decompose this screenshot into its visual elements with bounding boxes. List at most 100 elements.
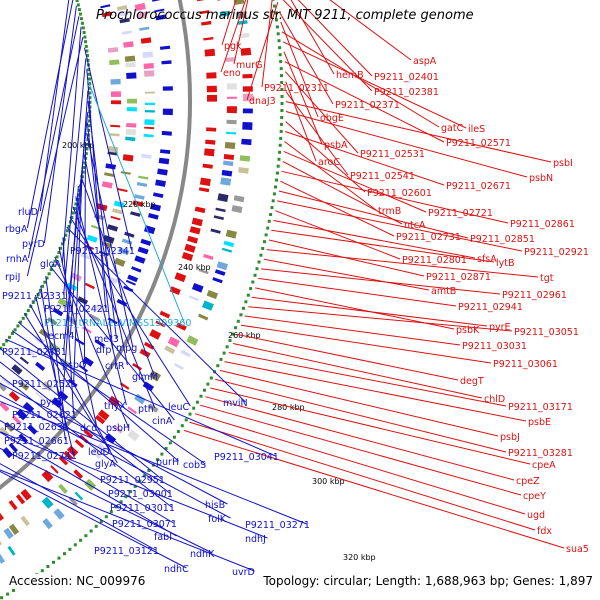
reverse-gene-label-6[interactable]: P9211_02341 bbox=[70, 246, 135, 257]
forward-gene-label-19[interactable]: psbN bbox=[529, 173, 553, 184]
forward-gene-label-29[interactable]: P9211_02801 bbox=[402, 255, 467, 266]
forward-gene-label-25[interactable]: P9211_02861 bbox=[510, 219, 575, 230]
forward-gene-label-7[interactable]: P9211_02381 bbox=[374, 87, 439, 98]
forward-gene-label-9[interactable]: P9211_02371 bbox=[335, 100, 400, 111]
forward-gene-label-40[interactable]: P9211_03031 bbox=[462, 341, 527, 352]
reverse-gene-label-22[interactable]: leuC bbox=[168, 402, 190, 413]
forward-gene-label-28[interactable]: P9211_02921 bbox=[524, 247, 589, 258]
forward-gene-label-32[interactable]: P9211_02871 bbox=[426, 272, 491, 283]
forward-gene-label-1[interactable]: murG bbox=[236, 60, 263, 71]
forward-gene-label-22[interactable]: trmB bbox=[378, 206, 401, 217]
forward-gene-label-30[interactable]: sfsA bbox=[477, 254, 497, 265]
reverse-gene-label-4[interactable]: gloA bbox=[40, 259, 61, 270]
rna-gene-label-9[interactable]: P9211_tRNALeuVIMSS1309360 bbox=[44, 318, 191, 329]
reverse-gene-label-47[interactable]: ndhC bbox=[164, 564, 189, 575]
forward-gene-label-12[interactable]: ileS bbox=[468, 124, 485, 135]
reverse-gene-label-12[interactable]: P9211_02481 bbox=[2, 347, 67, 358]
forward-gene-label-50[interactable]: cpeY bbox=[523, 491, 546, 502]
reverse-gene-label-18[interactable]: glmM bbox=[132, 372, 158, 383]
reverse-gene-label-24[interactable]: P9211_02621 bbox=[12, 410, 77, 421]
forward-gene-label-51[interactable]: ugd bbox=[527, 510, 545, 521]
forward-gene-label-0[interactable]: pgk bbox=[224, 41, 242, 52]
reverse-gene-label-27[interactable]: cinA bbox=[152, 416, 173, 427]
reverse-gene-label-23[interactable]: mviN bbox=[223, 398, 248, 409]
reverse-gene-label-40[interactable]: folK bbox=[208, 514, 227, 525]
reverse-gene-label-39[interactable]: hisB bbox=[205, 500, 225, 511]
reverse-gene-label-25[interactable]: dcd bbox=[80, 423, 97, 434]
reverse-gene-label-46[interactable]: P9211_03121 bbox=[94, 546, 159, 557]
reverse-gene-label-11[interactable]: met3 bbox=[94, 334, 119, 345]
reverse-gene-label-34[interactable]: cobS bbox=[183, 460, 206, 471]
reverse-gene-label-45[interactable]: ndhK bbox=[190, 549, 215, 560]
reverse-gene-label-26[interactable]: psbH bbox=[106, 423, 130, 434]
reverse-gene-label-35[interactable]: P9211_03041 bbox=[214, 452, 279, 463]
forward-gene-label-39[interactable]: P9211_03051 bbox=[514, 327, 579, 338]
reverse-gene-label-32[interactable]: glyA bbox=[95, 459, 116, 470]
forward-gene-label-17[interactable]: P9211_02541 bbox=[350, 171, 415, 182]
reverse-gene-label-44[interactable]: ndhJ bbox=[245, 534, 266, 545]
forward-gene-label-11[interactable]: gatC bbox=[441, 123, 464, 134]
forward-gene-label-18[interactable]: psbI bbox=[553, 158, 573, 169]
forward-gene-label-4[interactable]: hemB bbox=[336, 70, 364, 81]
forward-gene-label-49[interactable]: cpeZ bbox=[516, 476, 540, 487]
forward-gene-label-2[interactable]: eno bbox=[223, 68, 241, 79]
forward-gene-label-41[interactable]: P9211_03061 bbox=[493, 359, 558, 370]
reverse-gene-label-33[interactable]: purH bbox=[156, 457, 179, 468]
reverse-gene-label-1[interactable]: rbgA bbox=[5, 224, 28, 235]
reverse-gene-label-37[interactable]: P9211_03001 bbox=[108, 489, 173, 500]
reverse-gene-label-21[interactable]: pth bbox=[138, 404, 154, 415]
reverse-gene-label-3[interactable]: rnhA bbox=[6, 254, 29, 265]
reverse-gene-label-42[interactable]: P9211_03071 bbox=[112, 519, 177, 530]
forward-gene-label-10[interactable]: obgE bbox=[320, 113, 344, 124]
forward-gene-label-5[interactable]: P9211_02401 bbox=[374, 72, 439, 83]
forward-gene-label-24[interactable]: ntcA bbox=[404, 220, 426, 231]
forward-gene-label-42[interactable]: degT bbox=[460, 376, 484, 387]
reverse-gene-label-43[interactable]: fabI bbox=[154, 532, 172, 543]
reverse-gene-label-16[interactable]: crtR bbox=[105, 361, 125, 372]
forward-gene-label-45[interactable]: psbE bbox=[528, 417, 551, 428]
forward-gene-label-46[interactable]: psbJ bbox=[500, 432, 520, 443]
forward-gene-label-23[interactable]: P9211_02721 bbox=[428, 208, 493, 219]
reverse-gene-label-30[interactable]: P9211_02741 bbox=[12, 451, 77, 462]
forward-gene-label-47[interactable]: P9211_03281 bbox=[508, 448, 573, 459]
forward-gene-label-6[interactable]: P9211_02311 bbox=[264, 83, 329, 94]
forward-gene-label-3[interactable]: aspA bbox=[413, 56, 437, 67]
forward-gene-label-20[interactable]: P9211_02601 bbox=[367, 188, 432, 199]
reverse-gene-label-36[interactable]: P9211_02951 bbox=[100, 475, 165, 486]
forward-gene-label-35[interactable]: P9211_02961 bbox=[502, 290, 567, 301]
reverse-gene-label-31[interactable]: leuD bbox=[88, 447, 110, 458]
reverse-gene-label-19[interactable]: pyrB bbox=[40, 397, 62, 408]
reverse-gene-label-2[interactable]: pyrD bbox=[22, 239, 45, 250]
forward-gene-label-21[interactable]: P9211_02671 bbox=[446, 181, 511, 192]
forward-gene-label-8[interactable]: dnaJ3 bbox=[249, 96, 276, 107]
forward-gene-label-31[interactable]: lytB bbox=[496, 258, 515, 269]
reverse-gene-label-7[interactable]: P9211_02331 bbox=[2, 291, 67, 302]
forward-gene-label-13[interactable]: psbA bbox=[324, 140, 348, 151]
forward-gene-label-26[interactable]: P9211_02731 bbox=[396, 232, 461, 243]
reverse-label-leader-27 bbox=[50, 266, 175, 421]
reverse-gene-label-5[interactable]: rpiJ bbox=[5, 272, 20, 283]
forward-gene-label-43[interactable]: chlD bbox=[484, 394, 505, 405]
forward-gene-label-37[interactable]: psbK bbox=[456, 325, 480, 336]
reverse-gene-label-13[interactable]: dfp bbox=[96, 345, 111, 356]
tick-dot-95 bbox=[65, 229, 69, 233]
reverse-gene-label-10[interactable]: ecm4 bbox=[48, 331, 74, 342]
forward-gene-label-44[interactable]: P9211_03171 bbox=[508, 402, 573, 413]
forward-gene-label-48[interactable]: cpeA bbox=[532, 460, 556, 471]
forward-gene-label-38[interactable]: pyrE bbox=[489, 322, 511, 333]
forward-gene-label-53[interactable]: sua5 bbox=[566, 544, 589, 555]
forward-gene-label-34[interactable]: amtB bbox=[431, 286, 456, 297]
reverse-gene-label-41[interactable]: P9211_03271 bbox=[245, 520, 310, 531]
forward-gene-label-15[interactable]: P9211_02531 bbox=[360, 149, 425, 160]
reverse-gene-label-38[interactable]: P9211_03011 bbox=[110, 503, 175, 514]
forward-gene-label-36[interactable]: P9211_02941 bbox=[458, 302, 523, 313]
reverse-gene-label-48[interactable]: uvrD bbox=[232, 567, 255, 578]
forward-gene-label-14[interactable]: P9211_02571 bbox=[446, 138, 511, 149]
reverse-gene-label-28[interactable]: P9211_02631 bbox=[4, 422, 69, 433]
forward-gene-label-16[interactable]: aroC bbox=[318, 157, 340, 168]
forward-gene-label-52[interactable]: fdx bbox=[537, 526, 552, 537]
reverse-gene-label-14[interactable]: mpg bbox=[116, 343, 137, 354]
forward-gene-label-33[interactable]: tgt bbox=[540, 273, 554, 284]
reverse-gene-label-0[interactable]: rluD bbox=[18, 207, 38, 218]
forward-gene-label-27[interactable]: P9211_02851 bbox=[470, 234, 535, 245]
